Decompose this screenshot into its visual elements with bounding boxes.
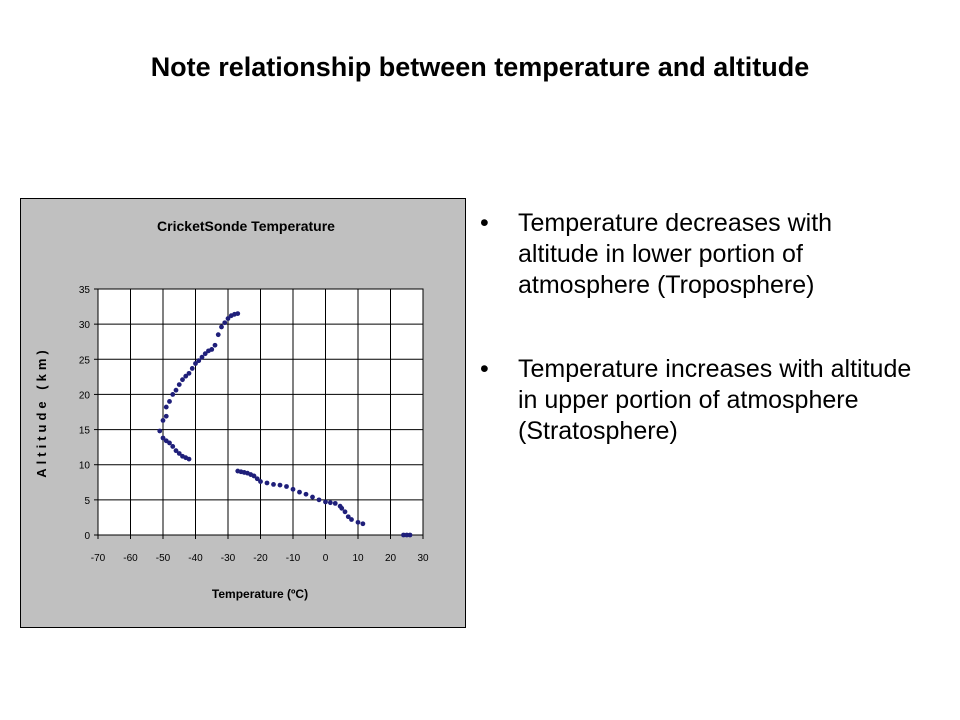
data-point xyxy=(342,509,348,515)
data-point xyxy=(235,468,241,474)
data-point xyxy=(327,500,333,506)
data-point xyxy=(258,479,263,484)
bullet-text: Temperature decreases with altitude in l… xyxy=(518,209,833,299)
bullet-item: • Temperature decreases with altitude in … xyxy=(478,208,918,301)
y-tick-label: 20 xyxy=(79,390,91,401)
data-point xyxy=(163,404,169,410)
data-point xyxy=(160,418,166,423)
data-point xyxy=(297,489,302,495)
data-point xyxy=(183,373,189,379)
data-point xyxy=(199,354,205,360)
data-point xyxy=(176,382,182,387)
x-tick-label: -30 xyxy=(221,553,236,564)
bullet-text: Temperature increases with altitude in u… xyxy=(518,355,912,445)
x-tick-label: 10 xyxy=(352,553,364,564)
bullet-icon: • xyxy=(480,355,489,383)
y-axis-label: Altitude (km) xyxy=(34,346,49,477)
data-point xyxy=(290,486,296,492)
data-point xyxy=(222,320,228,326)
chart-svg: CricketSonde Temperature 05101520253035 … xyxy=(20,198,466,628)
y-axis-ticks: 0 5 10 15 20 25 30 35 xyxy=(79,285,98,542)
x-axis-ticks: -70 -60 -50 -40 -30 -20 -10 0 10 20 30 xyxy=(91,535,429,564)
data-point xyxy=(167,399,172,404)
grid xyxy=(97,288,424,536)
y-tick-label: 15 xyxy=(79,426,91,437)
x-tick-label: -40 xyxy=(188,553,203,564)
x-tick-label: 20 xyxy=(385,553,397,564)
y-tick-label: 25 xyxy=(79,355,91,366)
data-point xyxy=(254,476,260,482)
x-tick-label: 30 xyxy=(417,553,429,564)
y-tick-label: 35 xyxy=(79,285,91,296)
data-point xyxy=(345,514,351,520)
data-point xyxy=(264,480,270,486)
data-point xyxy=(355,519,361,525)
data-point xyxy=(170,444,176,449)
x-tick-label: -10 xyxy=(286,553,301,564)
data-point xyxy=(193,361,198,366)
data-point xyxy=(407,532,413,538)
x-tick-label: -60 xyxy=(123,553,138,564)
data-point xyxy=(173,387,179,393)
data-point xyxy=(180,453,185,459)
data-point xyxy=(271,481,276,487)
data-point xyxy=(163,438,169,444)
x-tick-label: -70 xyxy=(91,553,106,564)
data-point xyxy=(196,358,202,364)
data-point xyxy=(310,494,315,500)
data-point xyxy=(332,500,338,506)
data-point xyxy=(186,370,192,376)
data-point xyxy=(209,347,215,352)
data-point xyxy=(349,517,354,522)
data-point xyxy=(225,316,231,321)
data-point xyxy=(212,342,218,348)
data-point xyxy=(176,451,182,456)
data-point xyxy=(160,435,166,441)
slide-title: Note relationship between temperature an… xyxy=(150,52,810,82)
data-point xyxy=(316,497,322,503)
x-tick-label: 0 xyxy=(323,553,329,564)
chart-title: CricketSonde Temperature xyxy=(157,218,335,234)
bullet-icon: • xyxy=(480,209,489,237)
data-point xyxy=(163,413,169,419)
altitude-temperature-chart: CricketSonde Temperature 0 5 10 15 20 25 30 35 … xyxy=(20,198,466,628)
data-point xyxy=(215,332,221,338)
data-point xyxy=(277,482,283,488)
data-point xyxy=(189,366,195,371)
data-point xyxy=(284,484,289,489)
data-point xyxy=(337,503,343,509)
data-point xyxy=(303,491,309,497)
data-point xyxy=(157,428,163,434)
data-point xyxy=(202,351,208,357)
bullet-list: • Temperature decreases with altitude in … xyxy=(478,208,918,500)
data-point xyxy=(180,377,185,383)
x-tick-label: -50 xyxy=(156,553,171,564)
data-point xyxy=(219,324,224,330)
data-point xyxy=(170,392,176,397)
data-point xyxy=(323,499,328,505)
y-tick-label: 0 xyxy=(84,531,90,542)
data-point xyxy=(173,448,179,454)
data-point xyxy=(235,311,241,316)
y-tick-label: 30 xyxy=(79,320,91,331)
x-axis-label: Temperature (ºC) xyxy=(212,587,308,601)
bullet-item: • Temperature increases with altitude in … xyxy=(478,354,918,447)
y-tick-label: 10 xyxy=(79,461,91,472)
data-series xyxy=(157,311,413,538)
data-point xyxy=(360,521,366,527)
y-tick-label: 5 xyxy=(84,496,90,507)
x-tick-label: -20 xyxy=(253,553,268,564)
